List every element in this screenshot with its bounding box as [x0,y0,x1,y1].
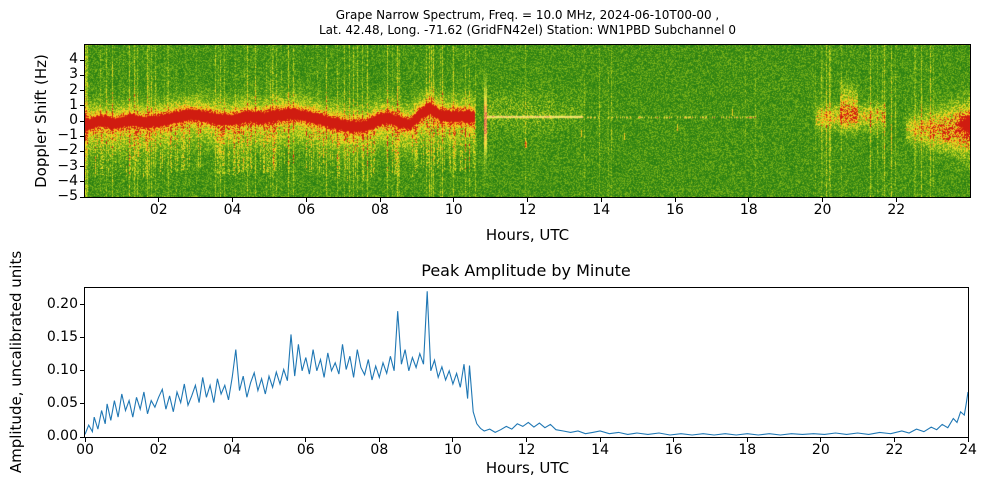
spectrogram-y-tick-label: 1 [69,96,78,113]
amplitude-x-tick-mark [378,438,380,442]
spectrogram-y-tick-mark [80,181,84,183]
amplitude-y-tick-label: 0.10 [46,361,78,378]
amplitude-x-tick-label: 16 [664,442,683,458]
amplitude-x-tick-mark [820,438,822,442]
amplitude-y-tick-mark [80,337,84,339]
amplitude-x-tick-mark [231,438,233,442]
spectrogram-x-tick-mark [895,198,897,202]
spectrogram-x-tick-label: 10 [444,202,463,218]
spectrogram-x-tick-label: 20 [813,202,832,218]
amplitude-x-tick-mark [526,438,527,442]
amplitude-x-tick-label: 04 [223,442,242,458]
amplitude-x-tick-mark [893,438,895,442]
spectrogram-canvas [85,45,970,197]
amplitude-x-tick-mark [673,438,675,442]
amplitude-title: Peak Amplitude by Minute [421,261,631,280]
amplitude-x-tick-mark [158,438,160,442]
amplitude-plot-area [84,287,969,438]
spectrogram-x-tick-label: 04 [223,202,242,218]
spectrogram-x-tick-mark [158,198,160,202]
amplitude-x-tick-label: 00 [76,442,94,458]
spectrogram-y-tick-mark [80,166,84,168]
amplitude-x-tick-label: 12 [517,442,536,458]
amplitude-y-tick-label: 0.15 [46,328,78,345]
spectrogram-y-tick-label: 3 [69,66,78,83]
amplitude-x-tick-label: 18 [738,442,757,458]
amplitude-x-tick-mark [305,438,307,442]
spectrogram-y-tick-label: 2 [69,81,78,98]
spectrogram-y-tick-mark [80,59,84,61]
amplitude-y-tick-label: 0.05 [46,394,78,411]
spectrogram-x-tick-label: 18 [739,202,758,218]
amplitude-x-tick-label: 20 [811,442,830,458]
spectrogram-y-tick-label: 4 [69,51,78,68]
spectrogram-x-tick-mark [232,198,233,202]
spectrogram-x-tick-label: 02 [149,202,168,218]
amplitude-line [85,291,968,436]
spectrogram-y-tick-label: −5 [57,188,78,204]
spectrogram-title-line1: Grape Narrow Spectrum, Freq. = 10.0 MHz,… [335,8,720,22]
spectrogram-x-tick-label: 12 [518,202,537,218]
spectrogram-x-tick-label: 14 [592,202,611,218]
spectrogram-x-tick-mark [600,198,602,202]
spectrogram-y-tick-mark [80,135,84,137]
spectrogram-y-tick-label: −2 [57,142,78,159]
amplitude-y-tick-mark [80,436,84,438]
amplitude-x-tick-label: 06 [296,442,315,458]
amplitude-line-chart [85,291,968,436]
spectrogram-x-tick-label: 22 [887,202,906,218]
spectrogram-y-tick-label: −3 [57,157,78,174]
amplitude-ylabel: Amplitude, uncalibrated units [7,250,25,474]
amplitude-x-tick-label: 22 [885,442,904,458]
amplitude-y-tick-mark [80,370,84,372]
spectrogram-x-tick-label: 08 [371,202,389,218]
amplitude-x-tick-label: 24 [959,442,977,458]
spectrogram-xlabel: Hours, UTC [485,226,570,244]
spectrogram-x-tick-label: 16 [666,202,684,218]
amplitude-x-tick-label: 14 [591,442,609,458]
amplitude-y-tick-mark [80,403,84,405]
amplitude-x-tick-label: 10 [443,442,462,458]
amplitude-x-tick-label: 08 [370,442,389,458]
spectrogram-plot-area [84,44,971,198]
spectrogram-x-tick-mark [822,198,823,202]
spectrogram-x-tick-mark [748,198,750,202]
amplitude-x-tick-mark [967,438,969,442]
amplitude-y-tick-label: 0.20 [46,295,78,312]
spectrogram-x-tick-mark [379,198,381,202]
spectrogram-y-tick-label: 0 [69,112,78,128]
spectrogram-title-line2: Lat. 42.48, Long. -71.62 (GridFN42el) St… [318,23,737,37]
spectrogram-y-tick-mark [80,150,84,152]
spectrogram-x-tick-mark [453,198,455,202]
spectrogram-y-tick-mark [80,90,84,92]
amplitude-x-tick-mark [452,438,454,442]
spectrogram-y-tick-mark [80,120,84,122]
spectrogram-y-tick-label: −4 [57,172,78,189]
spectrogram-x-tick-label: 06 [297,202,316,218]
amplitude-x-tick-label: 02 [149,442,168,458]
spectrogram-x-tick-mark [674,198,676,202]
spectrogram-y-tick-mark [80,105,84,107]
spectrogram-y-tick-mark [80,196,84,198]
amplitude-xlabel: Hours, UTC [485,459,570,477]
spectrogram-y-tick-label: −1 [57,127,78,144]
amplitude-x-tick-mark [599,438,601,442]
spectrogram-x-tick-mark [305,198,307,202]
amplitude-x-tick-mark [84,438,86,442]
amplitude-y-tick-label: 0.00 [46,428,78,444]
amplitude-x-tick-mark [746,438,748,442]
spectrogram-y-tick-mark [80,74,84,76]
amplitude-y-tick-mark [80,304,84,306]
spectrogram-x-tick-mark [527,198,528,202]
